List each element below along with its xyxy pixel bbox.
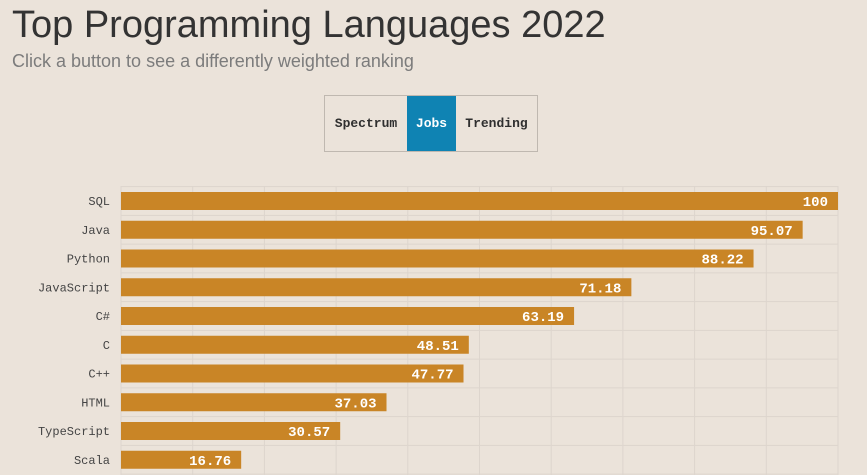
value-label: 30.57 <box>288 425 330 441</box>
page-title: Top Programming Languages 2022 <box>12 4 606 46</box>
chart-grid <box>120 186 839 475</box>
bar-java[interactable] <box>121 220 803 239</box>
category-label: Java <box>81 224 110 238</box>
value-label: 100 <box>803 195 828 211</box>
bar-typescript[interactable] <box>121 422 341 440</box>
value-label: 47.77 <box>411 368 453 384</box>
category-label: TypeScript <box>38 425 110 439</box>
bar-html[interactable] <box>121 393 387 412</box>
page-subtitle: Click a button to see a differently weig… <box>12 51 414 71</box>
category-label: C <box>103 339 110 353</box>
value-label: 88.22 <box>702 253 744 269</box>
category-label: Scala <box>74 454 110 468</box>
bar-python[interactable] <box>121 249 754 268</box>
chart-bars <box>121 192 838 469</box>
category-label: C# <box>96 310 110 324</box>
category-label: Python <box>67 253 110 267</box>
value-label: 37.03 <box>334 396 376 412</box>
value-label: 95.07 <box>751 224 793 240</box>
trending-button[interactable]: Trending <box>465 116 528 131</box>
value-label: 63.19 <box>522 310 564 326</box>
category-label: JavaScript <box>38 281 110 295</box>
category-label: HTML <box>81 396 110 410</box>
bar-sql[interactable] <box>121 192 838 210</box>
bar-c[interactable] <box>121 335 469 354</box>
category-label: C++ <box>88 368 110 382</box>
ranking-button-group: Spectrum Jobs Trending <box>324 95 538 152</box>
chart-labels: SQL 100 Java 95.07 Python 88.22 JavaScript 71.1… <box>38 195 828 470</box>
bar-c-[interactable] <box>121 307 575 325</box>
value-label: 48.51 <box>417 339 459 355</box>
jobs-button[interactable]: Jobs <box>407 96 456 151</box>
bar-c-[interactable] <box>121 364 464 383</box>
bar-scala[interactable] <box>121 450 242 469</box>
bar-javascript[interactable] <box>121 278 632 297</box>
category-label: SQL <box>88 195 110 209</box>
spectrum-button[interactable]: Spectrum <box>334 116 398 131</box>
value-label: 16.76 <box>189 454 231 470</box>
value-label: 71.18 <box>579 281 621 297</box>
